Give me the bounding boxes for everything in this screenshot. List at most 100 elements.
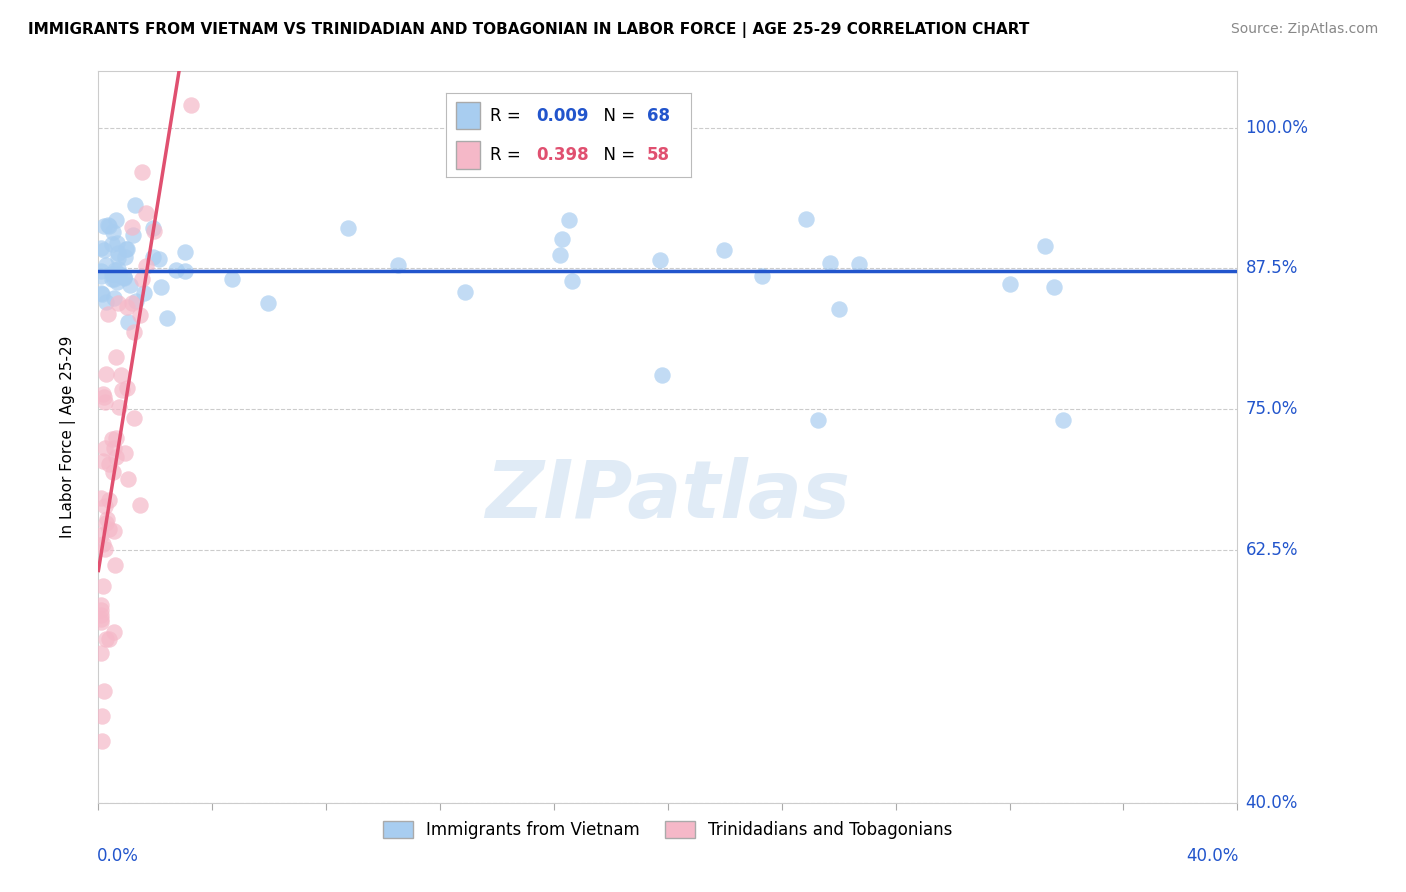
- Point: [105, 432, 128, 446]
- Point: [101, 267, 124, 281]
- Point: [98, 219, 121, 234]
- Point: [713, 244, 735, 258]
- Legend: Immigrants from Vietnam, Trinidadians and Tobagonians: Immigrants from Vietnam, Trinidadians an…: [377, 814, 959, 846]
- Point: [121, 220, 143, 235]
- Point: [90, 269, 112, 284]
- Point: [1033, 239, 1056, 253]
- Point: [828, 301, 851, 316]
- Point: [121, 296, 143, 310]
- Point: [128, 498, 150, 512]
- Point: [114, 446, 136, 460]
- Point: [94, 542, 117, 557]
- Point: [108, 267, 131, 281]
- Point: [118, 277, 141, 292]
- Text: 40.0%: 40.0%: [1246, 794, 1298, 812]
- Point: [221, 272, 243, 286]
- Point: [129, 309, 152, 323]
- Point: [122, 325, 145, 339]
- Point: [107, 251, 129, 265]
- Point: [557, 213, 579, 227]
- Text: Source: ZipAtlas.com: Source: ZipAtlas.com: [1230, 22, 1378, 37]
- Point: [105, 275, 128, 289]
- Text: ZIPatlas: ZIPatlas: [485, 457, 851, 534]
- Text: 40.0%: 40.0%: [1187, 847, 1239, 864]
- Point: [110, 368, 132, 382]
- Point: [90, 286, 112, 301]
- Point: [105, 213, 128, 227]
- Point: [90, 598, 112, 612]
- Point: [134, 285, 156, 300]
- Point: [90, 264, 112, 278]
- Point: [454, 285, 477, 299]
- Point: [91, 536, 114, 550]
- Point: [1052, 413, 1074, 427]
- Point: [101, 432, 124, 446]
- Point: [107, 400, 129, 414]
- Point: [107, 245, 129, 260]
- Point: [94, 394, 117, 409]
- Point: [751, 269, 773, 284]
- Point: [105, 236, 128, 251]
- Point: [551, 231, 574, 245]
- Point: [107, 296, 129, 310]
- Point: [1043, 279, 1066, 293]
- Point: [148, 252, 170, 266]
- Point: [91, 387, 114, 401]
- Point: [90, 709, 112, 723]
- Point: [548, 247, 571, 261]
- Point: [93, 683, 115, 698]
- Text: 87.5%: 87.5%: [1246, 260, 1298, 277]
- Point: [807, 413, 830, 427]
- Point: [96, 307, 118, 321]
- Point: [90, 603, 112, 617]
- Point: [103, 272, 125, 286]
- Point: [90, 646, 112, 660]
- Point: [94, 516, 117, 531]
- Point: [112, 269, 135, 284]
- Point: [104, 558, 127, 572]
- Point: [103, 291, 125, 305]
- Point: [103, 263, 125, 277]
- Point: [112, 269, 135, 284]
- Point: [96, 258, 118, 272]
- Point: [142, 220, 165, 235]
- Point: [90, 612, 112, 626]
- Point: [105, 450, 128, 465]
- Point: [94, 368, 117, 382]
- Point: [794, 212, 817, 227]
- Y-axis label: In Labor Force | Age 25-29: In Labor Force | Age 25-29: [59, 336, 76, 538]
- Point: [143, 224, 166, 238]
- Point: [124, 197, 146, 211]
- Point: [149, 280, 172, 294]
- Point: [94, 294, 117, 309]
- Text: IMMIGRANTS FROM VIETNAM VS TRINIDADIAN AND TOBAGONIAN IN LABOR FORCE | AGE 25-29: IMMIGRANTS FROM VIETNAM VS TRINIDADIAN A…: [28, 22, 1029, 38]
- Point: [337, 221, 360, 235]
- Point: [93, 390, 115, 404]
- Point: [115, 300, 138, 314]
- Text: 0.0%: 0.0%: [97, 847, 139, 864]
- Point: [97, 219, 120, 233]
- Point: [96, 511, 118, 525]
- Point: [90, 608, 112, 623]
- Point: [103, 625, 125, 640]
- Point: [103, 442, 125, 456]
- Point: [650, 252, 672, 267]
- Text: 100.0%: 100.0%: [1246, 119, 1309, 136]
- Point: [101, 465, 124, 479]
- Point: [131, 165, 153, 179]
- Point: [131, 271, 153, 285]
- Point: [98, 458, 121, 472]
- Point: [651, 368, 673, 383]
- Point: [165, 263, 187, 277]
- Point: [90, 527, 112, 541]
- Point: [94, 442, 117, 456]
- Point: [93, 219, 115, 233]
- Point: [114, 250, 136, 264]
- Point: [156, 311, 179, 326]
- Point: [111, 383, 134, 397]
- Point: [96, 632, 118, 647]
- Point: [100, 271, 122, 285]
- Point: [93, 243, 115, 257]
- Point: [174, 264, 197, 278]
- Point: [124, 294, 146, 309]
